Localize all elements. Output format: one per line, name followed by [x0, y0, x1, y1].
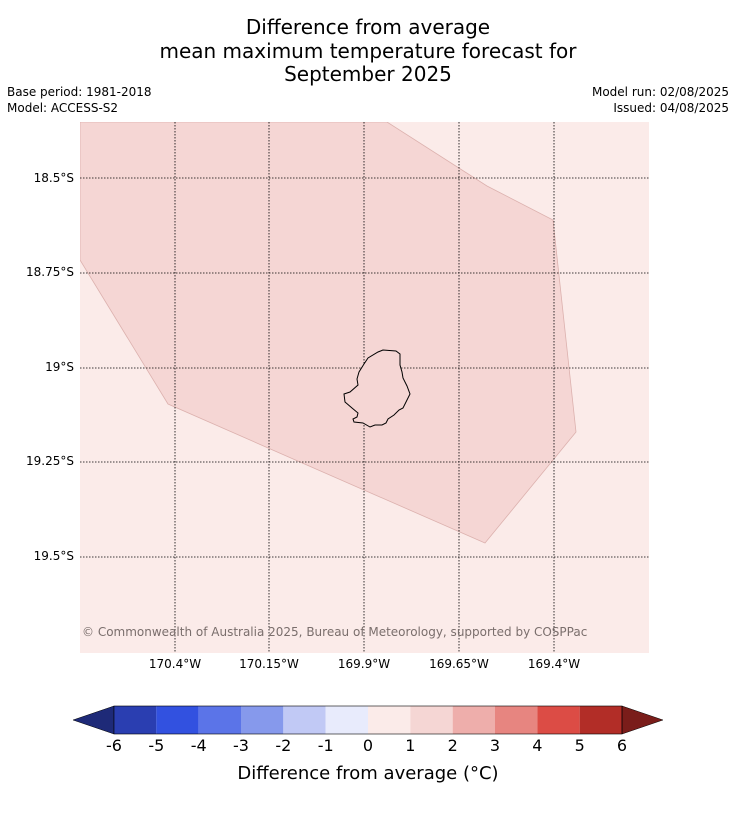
colorbar-tick: 6	[616, 736, 628, 755]
colorbar-segment	[495, 706, 538, 734]
lon-label-169.4: 169.4°W	[527, 657, 581, 671]
colorbar-tick: -1	[317, 736, 334, 755]
colorbar-segment	[198, 706, 241, 734]
lat-label-18.75: 18.75°S	[26, 265, 74, 279]
colorbar-tick: 0	[362, 736, 374, 755]
title-line-3: September 2025	[284, 62, 452, 86]
colorbar-extend-low	[72, 705, 115, 735]
colorbar-tick: 1	[405, 736, 416, 755]
colorbar-segment	[114, 706, 157, 734]
colorbar	[72, 705, 664, 735]
lon-label-170.4: 170.4°W	[148, 657, 202, 671]
colorbar-segment	[537, 706, 580, 734]
copyright-notice: © Commonwealth of Australia 2025, Bureau…	[82, 625, 588, 639]
meta-right: Model run: 02/08/2025 Issued: 04/08/2025	[592, 84, 729, 116]
model-name: Model: ACCESS-S2	[7, 101, 119, 115]
colorbar-segment	[579, 706, 622, 734]
base-period: Base period: 1981-2018	[7, 85, 152, 99]
island-outline-icon	[343, 349, 411, 428]
colorbar-tick: 3	[489, 736, 501, 755]
lat-label-18.5: 18.5°S	[33, 171, 74, 185]
colorbar-segment	[452, 706, 495, 734]
graticule	[80, 122, 649, 653]
colorbar-tick: -4	[190, 736, 207, 755]
meta-left: Base period: 1981-2018 Model: ACCESS-S2	[7, 84, 152, 116]
colorbar-segment	[241, 706, 284, 734]
colorbar-tick: -3	[233, 736, 249, 755]
issued-date: Issued: 04/08/2025	[613, 101, 729, 115]
model-run: Model run: 02/08/2025	[591, 85, 729, 99]
colorbar-tick: -2	[275, 736, 292, 755]
lat-label-19.25: 19.25°S	[26, 454, 74, 468]
colorbar-tick: -5	[148, 736, 165, 755]
title-line-2: mean maximum temperature forecast for	[159, 38, 577, 63]
lat-label-19.5: 19.5°S	[33, 549, 74, 563]
colorbar-segment	[410, 706, 453, 734]
colorbar-tick: -6	[106, 736, 122, 755]
colorbar-label: Difference from average (°C)	[237, 763, 499, 784]
lon-label-169.65: 169.65°W	[429, 657, 489, 671]
colorbar-tick: 2	[447, 736, 458, 755]
anomaly-zone	[80, 122, 577, 544]
colorbar-tick: 4	[532, 736, 543, 755]
colorbar-extend-high	[621, 705, 664, 735]
colorbar-tick: 5	[574, 736, 585, 755]
colorbar-segment	[156, 706, 199, 734]
lat-label-19: 19°S	[45, 360, 74, 374]
colorbar-segment	[283, 706, 326, 734]
colorbar-segment	[325, 706, 368, 734]
lon-label-170.15: 170.15°W	[239, 657, 299, 671]
title-line-1: Difference from average	[245, 15, 491, 39]
colorbar-segment	[368, 706, 411, 734]
map-canvas	[80, 122, 649, 653]
forecast-map[interactable]	[80, 122, 649, 653]
colorbar-frame	[113, 705, 623, 735]
lon-label-169.9: 169.9°W	[337, 657, 391, 671]
